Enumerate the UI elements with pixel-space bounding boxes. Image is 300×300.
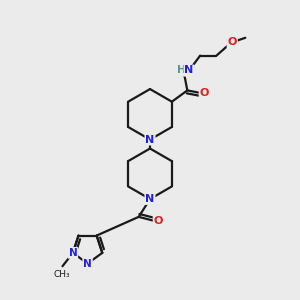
Text: H: H: [177, 65, 186, 76]
Text: O: O: [227, 37, 237, 47]
Text: N: N: [146, 194, 154, 204]
Text: N: N: [184, 65, 194, 76]
Text: N: N: [68, 248, 77, 258]
Text: O: O: [154, 216, 163, 226]
Text: N: N: [146, 135, 154, 145]
Text: N: N: [83, 259, 92, 269]
Text: CH₃: CH₃: [54, 270, 70, 279]
Text: O: O: [200, 88, 209, 98]
